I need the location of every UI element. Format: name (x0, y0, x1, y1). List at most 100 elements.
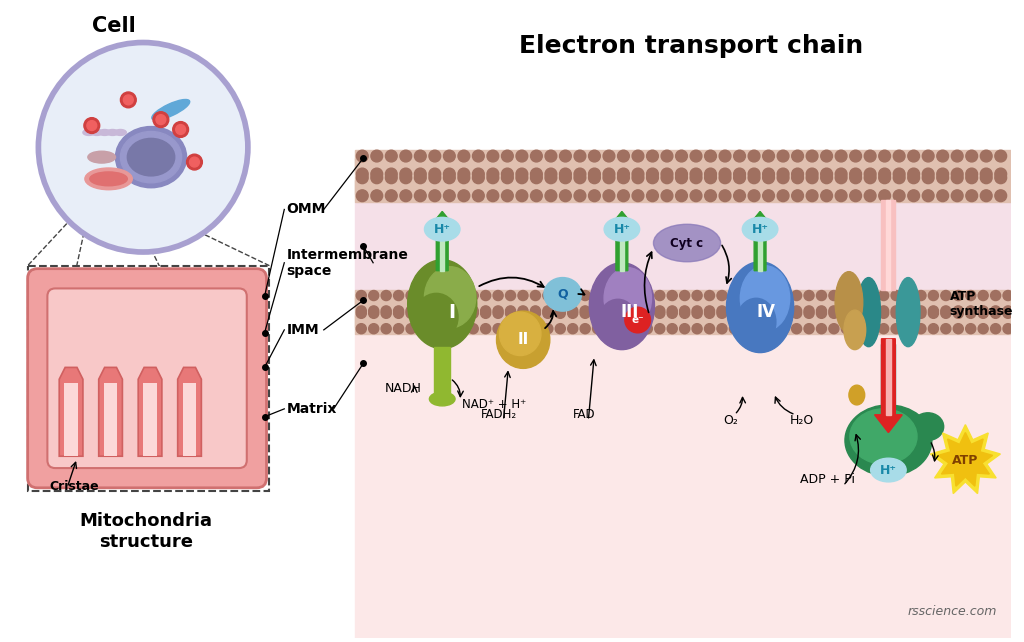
Circle shape (828, 290, 839, 300)
Bar (882, 200, 895, 290)
Circle shape (903, 290, 913, 300)
Circle shape (668, 324, 677, 334)
Circle shape (806, 150, 818, 162)
Circle shape (676, 150, 687, 162)
Circle shape (502, 172, 513, 184)
Circle shape (543, 306, 553, 316)
Text: II: II (517, 333, 528, 347)
Circle shape (589, 168, 600, 180)
Circle shape (755, 308, 764, 318)
Circle shape (966, 168, 978, 180)
Circle shape (792, 150, 804, 162)
Circle shape (733, 172, 745, 184)
Circle shape (816, 308, 826, 318)
Circle shape (777, 150, 788, 162)
Circle shape (589, 190, 600, 202)
Circle shape (480, 308, 490, 318)
Circle shape (385, 150, 397, 162)
Circle shape (617, 172, 630, 184)
Circle shape (980, 150, 992, 162)
Circle shape (953, 306, 964, 316)
Circle shape (516, 168, 527, 180)
Circle shape (530, 324, 541, 334)
Circle shape (589, 172, 600, 184)
Circle shape (443, 172, 456, 184)
Bar (355, 158, 1011, 172)
Circle shape (995, 190, 1007, 202)
Polygon shape (182, 383, 197, 456)
Text: IV: IV (757, 303, 775, 321)
Circle shape (381, 306, 391, 316)
Circle shape (468, 290, 478, 300)
Text: OMM: OMM (287, 202, 326, 216)
Circle shape (443, 150, 456, 162)
Circle shape (642, 308, 652, 318)
Circle shape (668, 306, 677, 316)
Circle shape (836, 172, 847, 184)
Circle shape (668, 290, 677, 300)
Circle shape (792, 172, 804, 184)
Circle shape (605, 306, 615, 316)
Polygon shape (178, 367, 202, 456)
Circle shape (705, 190, 717, 202)
Circle shape (630, 324, 640, 334)
Circle shape (980, 190, 992, 202)
Ellipse shape (844, 310, 865, 350)
Circle shape (741, 308, 752, 318)
Circle shape (543, 308, 553, 318)
Circle shape (864, 190, 876, 202)
Circle shape (990, 324, 1000, 334)
Circle shape (804, 306, 814, 316)
Circle shape (443, 308, 454, 318)
Text: Mitochondria
structure: Mitochondria structure (80, 512, 213, 551)
Circle shape (692, 290, 702, 300)
Circle shape (978, 306, 988, 316)
Circle shape (937, 168, 948, 180)
Circle shape (545, 172, 557, 184)
Circle shape (543, 324, 553, 334)
Circle shape (941, 290, 951, 300)
Circle shape (518, 290, 528, 300)
Circle shape (642, 290, 652, 300)
Text: H₂O: H₂O (790, 414, 814, 427)
Circle shape (741, 290, 752, 300)
Circle shape (406, 308, 416, 318)
Circle shape (733, 168, 745, 180)
Ellipse shape (870, 458, 906, 482)
Circle shape (121, 92, 136, 108)
Circle shape (804, 324, 814, 334)
Circle shape (828, 324, 839, 334)
Text: ATP
synthase: ATP synthase (949, 290, 1013, 318)
Circle shape (842, 290, 851, 300)
Circle shape (173, 121, 188, 137)
Circle shape (741, 324, 752, 334)
Circle shape (1002, 308, 1013, 318)
Circle shape (995, 172, 1007, 184)
Polygon shape (65, 383, 78, 456)
Circle shape (530, 306, 541, 316)
Bar (355, 334, 1011, 638)
Circle shape (381, 308, 391, 318)
Circle shape (1002, 306, 1013, 316)
Ellipse shape (742, 218, 778, 241)
Circle shape (779, 308, 790, 318)
Circle shape (654, 324, 665, 334)
Circle shape (850, 190, 861, 202)
Circle shape (854, 306, 864, 316)
Circle shape (990, 306, 1000, 316)
Bar (434, 347, 451, 396)
Ellipse shape (85, 168, 132, 190)
Bar (355, 202, 1011, 290)
Circle shape (908, 190, 920, 202)
Circle shape (654, 306, 665, 316)
Circle shape (941, 308, 951, 318)
Circle shape (842, 324, 851, 334)
FancyBboxPatch shape (28, 269, 266, 488)
Circle shape (978, 324, 988, 334)
Text: H⁺: H⁺ (613, 223, 631, 236)
Circle shape (603, 190, 614, 202)
Circle shape (381, 324, 391, 334)
Bar (882, 343, 895, 462)
Circle shape (502, 190, 513, 202)
Circle shape (792, 308, 802, 318)
